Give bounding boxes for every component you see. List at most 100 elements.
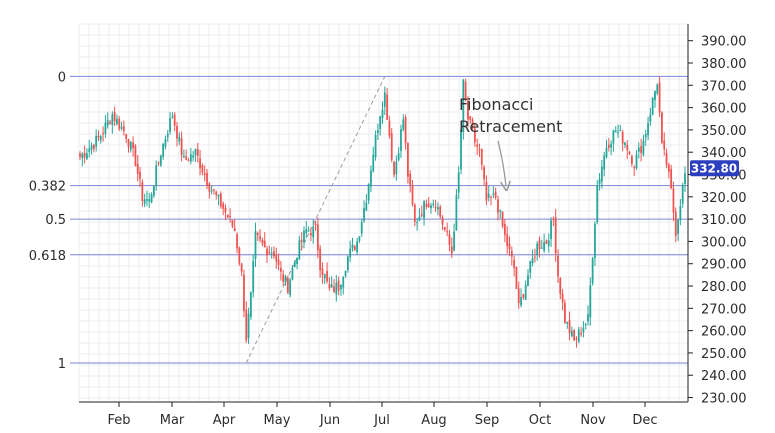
candle-body (222, 203, 225, 209)
candle-body (448, 234, 451, 245)
candle-body (575, 338, 578, 340)
candle-body (159, 155, 162, 166)
candle-body (196, 149, 199, 156)
candle-body (457, 172, 460, 193)
candle-body (162, 143, 165, 157)
candle-body (441, 217, 444, 225)
y-tick-label: 300.00 (701, 235, 747, 250)
candle-body (152, 186, 155, 196)
candle-body (245, 309, 248, 341)
candle-body (122, 126, 125, 132)
candle-body (259, 236, 262, 240)
candle-body (446, 231, 449, 233)
candle-body (116, 118, 118, 125)
candle-body (591, 258, 594, 284)
candle-body (423, 200, 425, 219)
candle-body (487, 193, 490, 198)
candle-body (346, 256, 349, 270)
candles (79, 76, 686, 348)
candle-body (215, 191, 218, 195)
x-tick-label: Sep (475, 413, 500, 428)
candle-body (649, 114, 652, 122)
candle-body (180, 138, 183, 156)
candle-body (587, 314, 589, 322)
candle-body (293, 261, 296, 267)
fib-level-label: 0.5 (45, 213, 66, 228)
candle-body (143, 199, 146, 204)
candle-body (667, 164, 670, 172)
y-tick-label: 240.00 (701, 369, 747, 384)
candle-body (275, 254, 278, 262)
annotation-line-2: Retracement (459, 117, 562, 136)
candle-body (418, 216, 421, 221)
fib-level-label: 0.618 (29, 249, 66, 264)
candle-body (217, 194, 220, 197)
candle-body (540, 247, 543, 249)
candle-body (194, 148, 197, 155)
candle-body (637, 147, 640, 152)
candle-body (90, 145, 93, 150)
y-tick-label: 280.00 (701, 280, 747, 295)
candle-body (289, 279, 292, 295)
candle-body (171, 116, 174, 118)
candle-body (427, 203, 430, 208)
candle-body (173, 114, 176, 126)
candle-body (522, 294, 525, 298)
candle-body (557, 255, 559, 277)
candle-body (129, 141, 132, 150)
candle-body (254, 231, 257, 259)
y-tick-label: 390.00 (701, 35, 747, 50)
candle-body (515, 267, 518, 290)
candle-body (524, 284, 527, 300)
candle-body (469, 116, 472, 120)
candle-body (206, 172, 208, 186)
candle-body (388, 120, 391, 136)
fib-level-label: 1 (58, 357, 66, 372)
candle-body (642, 140, 645, 155)
candle-body (658, 82, 661, 113)
current-price-tag: 332.80 (690, 160, 739, 177)
candle-body (584, 323, 587, 326)
candle-body (333, 286, 335, 292)
candle-body (226, 215, 229, 218)
candle-body (178, 136, 181, 142)
candle-body (307, 230, 310, 232)
candle-body (432, 203, 435, 206)
candle-body (337, 280, 340, 291)
candle-body (478, 149, 481, 151)
candle-body (577, 329, 580, 342)
candle-body (455, 195, 458, 231)
candle-body (340, 284, 342, 290)
candle-body (201, 165, 204, 173)
candle-body (312, 226, 315, 238)
candle-body (534, 256, 536, 258)
candle-body (439, 206, 442, 217)
candle-body (614, 130, 617, 133)
candle-body (674, 211, 677, 236)
candle-body (492, 193, 495, 195)
candle-body (437, 207, 439, 210)
candle-body (531, 258, 534, 264)
candle-body (607, 144, 610, 148)
candle-body (187, 160, 190, 162)
candle-body (118, 118, 121, 129)
candle-body (81, 153, 84, 158)
candle-body (86, 153, 88, 159)
annotation-arrow (497, 140, 506, 186)
candle-body (252, 260, 255, 293)
candle-body (473, 128, 476, 143)
candle-body (476, 144, 479, 147)
candle-body (88, 148, 91, 153)
candle-body (630, 156, 633, 165)
candle-body (233, 227, 236, 232)
x-tick-label: Dec (632, 413, 657, 428)
candle-body (236, 234, 238, 249)
candle-body (582, 328, 585, 333)
candle-body (99, 135, 102, 141)
candle-body (109, 122, 111, 125)
x-tick-label: Jul (373, 413, 390, 428)
x-tick-label: Jun (319, 413, 340, 428)
candle-body (300, 239, 303, 243)
candle-body (603, 155, 606, 170)
